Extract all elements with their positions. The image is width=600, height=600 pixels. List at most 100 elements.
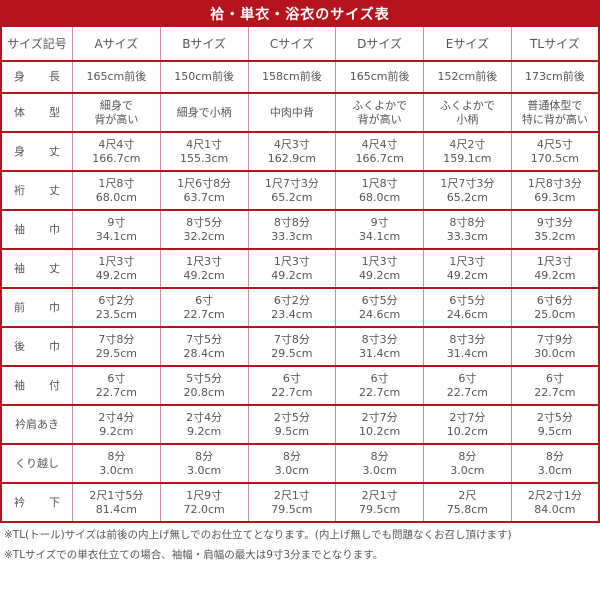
table-row: 体型細身で 背が高い 細身で小柄 中肉中背 ふくよかで 背が高い ふくよかで 小柄 普通体型で特…: [1, 92, 599, 132]
table-cell: 1尺9寸 72.0cm: [159, 482, 248, 522]
cell-line: 79.5cm: [358, 502, 401, 516]
row-label-text: 袖: [14, 222, 25, 236]
cell-line: 8分: [458, 449, 477, 463]
row-label: 衿肩あき: [1, 404, 73, 444]
cell-line: 普通体型で: [527, 98, 583, 112]
cell-line: 1尺3寸: [449, 254, 486, 268]
size-table: サイズ記号 Aサイズ Bサイズ Cサイズ Dサイズ Eサイズ TLサイズ 身 長 1…: [0, 27, 600, 523]
cell-line: 24.6cm: [446, 307, 488, 321]
cell-line: 33.3cm: [271, 229, 313, 243]
cell-line: 166.7cm: [92, 151, 141, 165]
footnote: ※TL(トール)サイズは前後の内上げ無しでのお仕立てとなります。(内上げ無しでも…: [4, 529, 512, 541]
cell-line: 9寸: [107, 215, 126, 229]
cell-line: 8分: [545, 449, 564, 463]
table-cell: 7寸8分 29.5cm: [72, 326, 161, 366]
cell-line: 158cm前後: [261, 70, 322, 83]
cell-line: 75.8cm: [446, 502, 488, 516]
cell-line: 4尺5寸: [536, 137, 573, 151]
cell-line: 3.0cm: [186, 463, 222, 477]
cell-line: 6寸: [545, 371, 564, 385]
cell-line: 49.2cm: [358, 268, 401, 282]
cell-line: 10.2cm: [446, 424, 488, 438]
cell-line: 1尺3寸: [536, 254, 573, 268]
table-cell: 6寸5分 24.6cm: [423, 287, 512, 327]
cell-line: 1尺8寸3分: [527, 176, 582, 190]
row-label-text: 付: [49, 378, 60, 392]
cell-line: 背が高い: [94, 112, 139, 126]
cell-line: 4尺4寸: [98, 137, 135, 151]
row-label: 袖巾: [1, 209, 73, 249]
table-cell: 152cm前後: [423, 60, 512, 93]
cell-line: 3.0cm: [362, 463, 397, 477]
row-label: 前巾: [1, 287, 73, 327]
table-cell: 4尺2寸 159.1cm: [423, 131, 512, 171]
table-cell: 165cm前後: [335, 60, 424, 93]
cell-line: 152cm前後: [437, 70, 498, 83]
table-cell: 6寸 22.7cm: [335, 365, 424, 405]
cell-line: 小柄: [456, 112, 479, 126]
table-cell: 8分 3.0cm: [159, 443, 248, 483]
row-label-text: 丈: [49, 183, 60, 197]
table-cell: 2寸7分 10.2cm: [423, 404, 512, 444]
table-cell: 9寸 34.1cm: [72, 209, 161, 249]
cell-line: 20.8cm: [183, 385, 225, 399]
cell-line: 8分: [370, 449, 389, 463]
cell-line: 10.2cm: [358, 424, 401, 438]
table-cell: 2寸5分 9.5cm: [510, 404, 599, 444]
cell-line: 34.1cm: [358, 229, 401, 243]
cell-line: 6寸: [195, 293, 214, 307]
cell-line: 8寸3分: [361, 332, 398, 346]
cell-line: 6寸5分: [361, 293, 398, 307]
table-row: くり越し 8分 3.0cm 8分 3.0cm 8分 3.0cm 8分 3.0cm 8分 3.0cm 8…: [1, 443, 599, 483]
table-cell: 9寸 34.1cm: [335, 209, 424, 249]
cell-line: 2尺2寸1分: [527, 488, 582, 502]
header-size: Aサイズ: [72, 27, 161, 61]
cell-line: 6寸: [370, 371, 389, 385]
cell-line: 6寸: [282, 371, 301, 385]
row-label-text: 長: [49, 70, 60, 83]
table-cell: 1尺7寸3分 65.2cm: [247, 170, 336, 210]
cell-line: 7寸5分: [186, 332, 223, 346]
cell-line: 3.0cm: [274, 463, 309, 477]
row-label-text: 丈: [49, 144, 60, 158]
row-label: 体型: [1, 92, 73, 132]
row-label-text: 型: [49, 105, 60, 119]
footnotes: ※TL(トール)サイズは前後の内上げ無しでのお仕立てとなります。(内上げ無しでも…: [0, 523, 600, 567]
cell-line: 79.5cm: [271, 502, 313, 516]
row-label: 身丈: [1, 131, 73, 171]
table-cell: 2尺1寸5分 81.4cm: [72, 482, 161, 522]
header-size: Dサイズ: [335, 27, 424, 61]
table-row: 身長 165cm前後 150cm前後 158cm前後 165cm前後 152cm前後 173…: [1, 60, 599, 93]
header-size: Bサイズ: [159, 27, 248, 61]
cell-line: 2尺1寸: [273, 488, 310, 502]
cell-line: 4尺1寸: [186, 137, 223, 151]
table-cell: 4尺3寸 162.9cm: [247, 131, 336, 171]
table-cell: 7寸5分 28.4cm: [159, 326, 248, 366]
header-row: サイズ記号 Aサイズ Bサイズ Cサイズ Dサイズ Eサイズ TLサイズ: [1, 27, 599, 61]
table-cell: 9寸3分 35.2cm: [510, 209, 599, 249]
cell-line: 8分: [107, 449, 126, 463]
cell-line: 1尺3寸: [186, 254, 223, 268]
cell-line: 49.2cm: [271, 268, 313, 282]
table-row: 裄丈 1尺8寸 68.0cm 1尺6寸8分 63.7cm 1尺7寸3分 65.2cm 1尺8寸…: [1, 170, 599, 210]
cell-line: 2寸4分: [98, 410, 135, 424]
cell-line: 49.2cm: [183, 268, 225, 282]
cell-line: 49.2cm: [534, 268, 576, 282]
cell-line: 2寸5分: [536, 410, 573, 424]
row-label-text: 前: [14, 300, 25, 314]
table-cell: 1尺3寸 49.2cm: [247, 248, 336, 288]
table-cell: 1尺6寸8分 63.7cm: [159, 170, 248, 210]
cell-line: 5寸5分: [186, 371, 223, 385]
table-cell: 1尺8寸 68.0cm: [335, 170, 424, 210]
table-cell: 2尺 75.8cm: [423, 482, 512, 522]
row-label-text: 身: [14, 70, 25, 83]
table-cell: 1尺3寸 49.2cm: [510, 248, 599, 288]
cell-line: 2寸7分: [361, 410, 398, 424]
cell-line: 2尺: [458, 488, 477, 502]
cell-line: 22.7cm: [183, 307, 225, 321]
cell-line: 2寸5分: [273, 410, 310, 424]
cell-line: 25.0cm: [534, 307, 576, 321]
table-cell: 1尺3寸 49.2cm: [159, 248, 248, 288]
cell-line: 63.7cm: [183, 190, 225, 204]
row-label-text: 身: [14, 144, 25, 158]
